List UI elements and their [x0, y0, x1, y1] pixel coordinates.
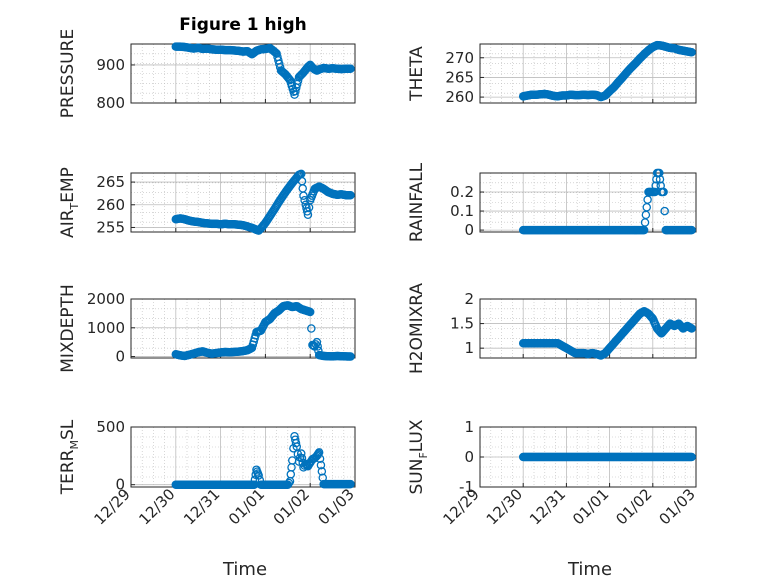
y-axis-label-terr_msl: TERRMSL [58, 419, 81, 495]
data-point [687, 324, 696, 333]
data-point [299, 191, 308, 200]
y-tick-label: 0 [464, 448, 474, 466]
subplot-pressure: 800 900 PRESSURE [58, 29, 356, 118]
y-axis-label-h2omixra: H2OMIXRA [407, 283, 427, 374]
data-point [271, 48, 280, 58]
series-rainfall [518, 168, 696, 235]
data-point [315, 454, 325, 463]
y-axis-label-theta: THETA [407, 46, 427, 102]
grid-theta [479, 44, 697, 103]
data-point [660, 206, 669, 216]
data-point [346, 352, 355, 361]
y-tick-label: 900 [96, 56, 125, 74]
series-mixdepth [171, 301, 355, 361]
y-tick-label: 0.2 [450, 183, 474, 201]
series-pressure [171, 42, 355, 99]
data-point [316, 460, 326, 470]
data-point [302, 207, 312, 216]
x-axis-label: Time [222, 559, 267, 580]
data-point [659, 187, 668, 197]
y-tick-label: 0 [115, 476, 125, 494]
y-tick-label: 270 [445, 49, 474, 67]
y-axis-label-sun_flux: SUNFLUX [407, 419, 430, 494]
y-axis-label-mixdepth: MIXDEPTH [58, 284, 78, 373]
data-point [346, 190, 355, 200]
data-point [314, 448, 324, 457]
data-point [317, 467, 327, 476]
y-tick-label: 0 [464, 221, 474, 239]
y-tick-label: 1.5 [450, 315, 474, 333]
x-axis-label: Time [567, 559, 612, 580]
data-point [346, 479, 355, 489]
y-tick-label: 260 [445, 88, 474, 106]
data-point [305, 307, 315, 317]
data-point [687, 452, 696, 462]
series-h2omixra [518, 307, 696, 360]
axes-box-pressure [130, 43, 356, 104]
axes-box-air_temp [130, 172, 356, 233]
subplot-rainfall: 00.10.2 RAINFALL [407, 162, 697, 242]
data-point [687, 225, 696, 235]
y-tick-label: 1 [464, 339, 474, 357]
axes-box-theta [479, 43, 697, 104]
data-point [651, 181, 660, 190]
series-air_temp [171, 169, 355, 235]
figure-title: Figure 1 high [179, 15, 307, 35]
data-point [655, 168, 664, 178]
y-axis-label-air_temp: AIRTEMP [58, 167, 81, 238]
data-point [313, 342, 322, 351]
data-point [687, 48, 696, 57]
data-point [291, 438, 301, 448]
y-tick-label: 265 [96, 173, 125, 191]
subplot-air_temp: 255 260 265 AIRTEMP [58, 167, 356, 238]
y-tick-label: 1000 [87, 319, 125, 337]
data-point [284, 478, 294, 488]
y-tick-label: 500 [96, 418, 125, 436]
y-tick-label: 2 [464, 290, 474, 308]
data-point [270, 47, 280, 57]
series-sun_flux [518, 452, 696, 462]
data-point [254, 471, 263, 480]
y-tick-label: 265 [445, 68, 474, 86]
data-point [346, 64, 355, 73]
subplot-h2omixra: 1 1.5 2 H2OMIXRA [407, 283, 697, 374]
data-point [296, 449, 306, 458]
y-tick-label: 2000 [87, 290, 125, 308]
data-point [655, 175, 665, 184]
y-tick-label: 0 [115, 348, 125, 366]
y-axis-label-pressure: PRESSURE [58, 29, 78, 118]
axes-box-mixdepth [130, 298, 356, 359]
y-tick-label: -1 [459, 478, 474, 496]
series-terr_msl [171, 431, 355, 489]
data-point [307, 324, 316, 333]
y-tick-label: 800 [96, 94, 125, 112]
grid-terr_msl [130, 426, 356, 487]
y-tick-label: 255 [96, 218, 125, 236]
y-tick-label: 1 [464, 418, 474, 436]
series-theta [518, 40, 696, 102]
subplot-mixdepth: 0 1000 2000 MIXDEPTH [58, 284, 356, 373]
data-point [297, 453, 307, 463]
y-tick-label: 260 [96, 196, 125, 214]
y-axis-label-rainfall: RAINFALL [407, 162, 427, 242]
data-point [284, 74, 294, 84]
data-point [312, 337, 322, 347]
y-tick-label: 0.1 [450, 202, 474, 220]
